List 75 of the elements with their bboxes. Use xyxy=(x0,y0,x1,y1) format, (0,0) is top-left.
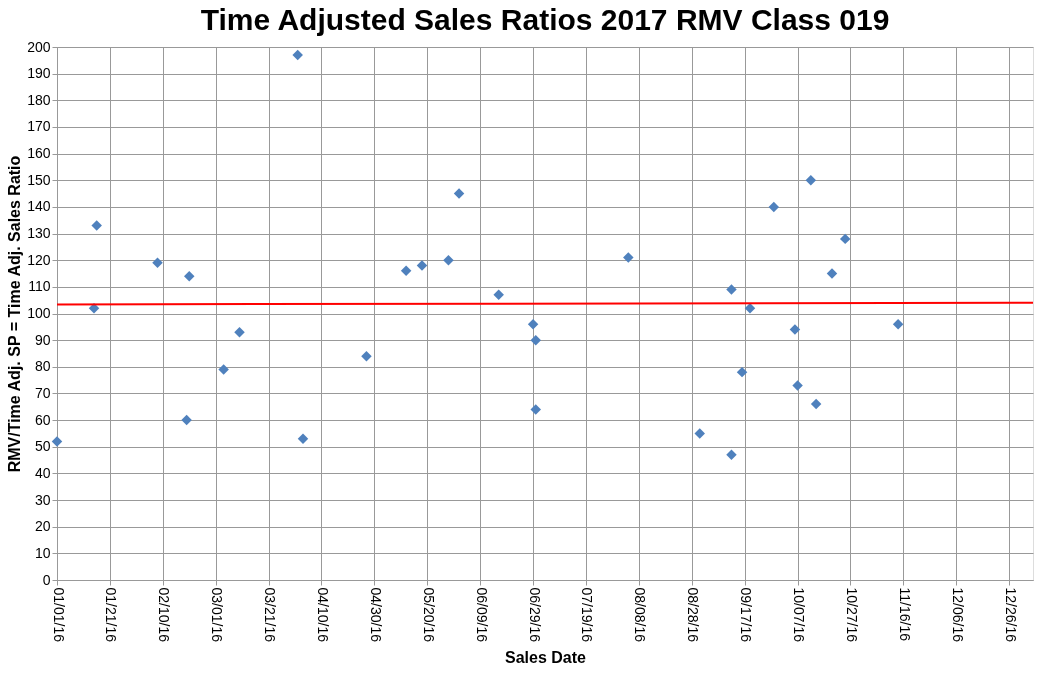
point xyxy=(792,380,803,391)
point xyxy=(530,404,541,415)
y-tick-label: 10 xyxy=(34,544,51,561)
point xyxy=(91,220,102,231)
y-tick-label: 60 xyxy=(34,411,51,428)
x-tick-label: 12/06/16 xyxy=(949,587,966,643)
point xyxy=(443,254,454,266)
x-tick-label: 12/26/16 xyxy=(1002,587,1019,643)
point xyxy=(527,318,539,330)
y-tick-label: 120 xyxy=(27,251,51,268)
point xyxy=(694,428,705,439)
point xyxy=(726,449,737,460)
point xyxy=(297,433,309,444)
x-axis-title: Sales Date xyxy=(505,649,587,666)
y-tick-label: 80 xyxy=(34,358,51,375)
y-tick-label: 130 xyxy=(27,225,51,242)
x-tick-label: 05/20/16 xyxy=(420,587,437,643)
point xyxy=(453,188,465,199)
y-tick-label: 90 xyxy=(34,331,51,348)
x-tick-label: 01/01/16 xyxy=(50,587,67,643)
point xyxy=(826,268,838,279)
point xyxy=(892,318,904,330)
y-tick-label: 180 xyxy=(27,91,51,108)
point xyxy=(181,414,192,426)
y-tick-label: 140 xyxy=(27,198,51,215)
x-tick-label: 08/08/16 xyxy=(632,587,649,643)
x-tick-label: 01/21/16 xyxy=(103,587,120,643)
point xyxy=(234,326,245,338)
point xyxy=(789,324,801,335)
point xyxy=(292,49,303,61)
y-axis-title: RMV/Time Adj. SP = Time Adj. Sales Ratio xyxy=(6,155,24,473)
y-tick-label: 100 xyxy=(27,305,51,321)
y-tick-label: 30 xyxy=(34,491,51,508)
y-tick-label: 110 xyxy=(28,278,51,295)
point xyxy=(152,257,163,269)
point xyxy=(400,265,412,277)
x-tick-label: 03/01/16 xyxy=(209,587,226,643)
chart-title: Time Adjusted Sales Ratios 2017 RMV Class 019 xyxy=(200,3,890,36)
point xyxy=(839,233,851,245)
point xyxy=(805,175,817,186)
x-tick-label: 08/28/16 xyxy=(685,587,702,643)
point xyxy=(530,334,541,346)
point xyxy=(768,201,780,213)
y-tick-label: 160 xyxy=(27,145,51,162)
x-tick-label: 07/19/16 xyxy=(579,587,596,643)
y-tick-label: 170 xyxy=(27,118,51,135)
y-tick-label: 200 xyxy=(27,38,51,55)
x-tick-label: 03/21/16 xyxy=(262,587,279,643)
y-tick-label: 20 xyxy=(34,518,51,535)
point xyxy=(218,364,229,375)
x-tick-label: 02/10/16 xyxy=(156,587,173,643)
y-tick-label: 50 xyxy=(34,438,51,455)
x-tick-label: 10/07/16 xyxy=(791,587,808,643)
y-tick-label: 40 xyxy=(34,464,51,481)
x-tick-label: 10/27/16 xyxy=(844,587,860,643)
point xyxy=(88,302,100,314)
x-tick-label: 11/16/16 xyxy=(896,587,913,642)
x-tick-label: 04/10/16 xyxy=(315,587,331,643)
x-tick-label: 06/09/16 xyxy=(473,587,490,643)
point xyxy=(416,260,428,271)
y-tick-label: 190 xyxy=(27,65,51,82)
x-tick-label: 06/29/16 xyxy=(526,587,543,643)
x-tick-label: 09/17/16 xyxy=(738,587,755,643)
y-tick-label: 70 xyxy=(34,384,51,401)
y-tick-label: 0 xyxy=(42,571,51,588)
point xyxy=(361,350,372,362)
point xyxy=(184,270,195,282)
x-tick-label: 04/30/16 xyxy=(367,587,384,643)
point xyxy=(51,436,63,447)
point xyxy=(726,284,737,295)
y-tick-label: 150 xyxy=(27,171,51,188)
point xyxy=(736,366,748,378)
point xyxy=(493,289,504,301)
point xyxy=(810,398,822,410)
point xyxy=(623,252,634,263)
